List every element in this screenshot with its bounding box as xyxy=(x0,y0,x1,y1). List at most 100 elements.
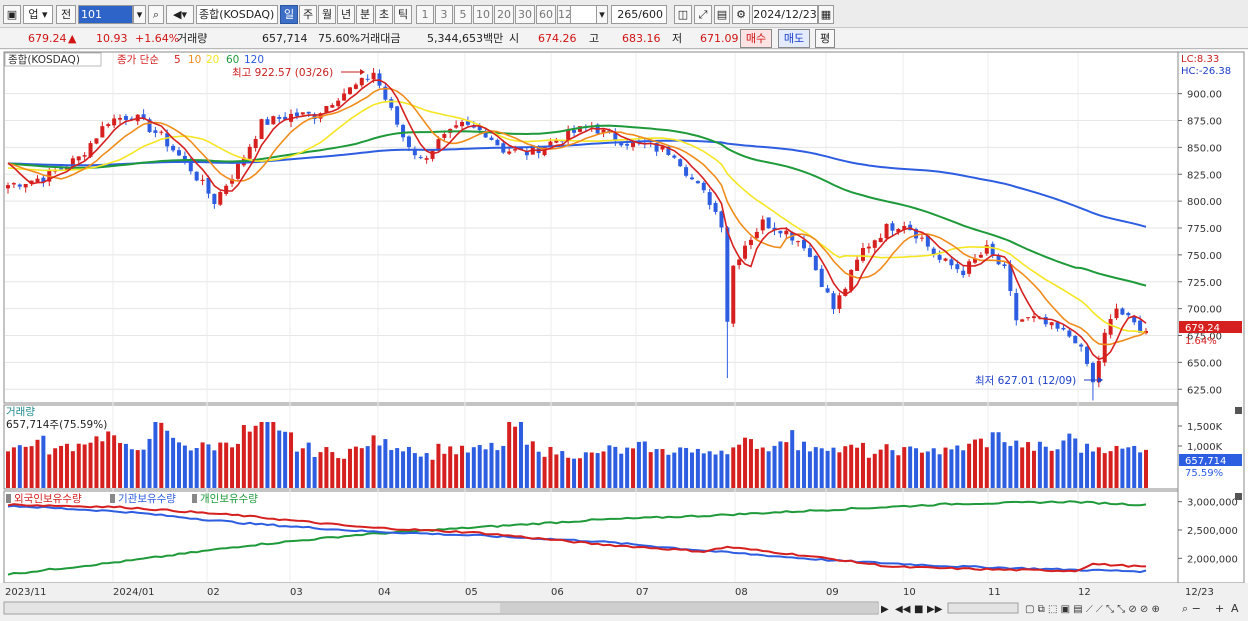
volume-bar xyxy=(182,445,187,488)
volume-bar xyxy=(843,446,848,488)
count-field[interactable]: 265/600 xyxy=(611,5,667,24)
period-tab[interactable]: 분 xyxy=(356,5,374,24)
candle-body xyxy=(342,93,347,101)
candle-body xyxy=(684,167,689,176)
code-dropdown-icon[interactable]: ▾ xyxy=(133,5,146,24)
scrollbar-thumb[interactable] xyxy=(500,603,878,613)
volume-bar xyxy=(112,435,117,488)
save-icon[interactable]: ▤ xyxy=(714,5,730,24)
volume-bar xyxy=(554,454,559,488)
scroll-first-icon[interactable]: ◀◀ xyxy=(895,604,911,615)
zoom-out-icon[interactable]: ⌕ − xyxy=(1182,602,1201,615)
interval-button[interactable]: 20 xyxy=(494,5,514,24)
volume-bar xyxy=(996,432,1001,488)
candle-body xyxy=(141,114,146,119)
candle-body xyxy=(1138,320,1143,333)
candle-body xyxy=(106,124,111,127)
volume-bar xyxy=(713,454,718,488)
scroll-last-icon[interactable]: ▶▶ xyxy=(927,604,943,615)
blank-select-arrow-icon[interactable]: ▾ xyxy=(596,5,608,24)
period-tab[interactable]: 초 xyxy=(375,5,393,24)
candle-body xyxy=(165,133,170,147)
volume-bar xyxy=(171,437,176,488)
buy-button[interactable]: 매수 xyxy=(740,29,772,48)
search-icon[interactable]: ⌕ xyxy=(148,5,164,24)
x-axis-label: 12/23 xyxy=(1185,587,1214,598)
last-price-tag xyxy=(1179,321,1242,333)
low-annotation: 최저 627.01 (12/09) xyxy=(975,375,1076,387)
candle-body xyxy=(631,141,636,147)
period-tab[interactable]: 월 xyxy=(318,5,336,24)
volume-close-icon[interactable] xyxy=(1235,407,1242,414)
candle-body xyxy=(819,268,824,288)
volume-bar xyxy=(1049,450,1054,488)
window-menu-icon[interactable]: ▣ xyxy=(3,5,21,24)
code-input[interactable]: 101 xyxy=(78,5,133,24)
holding-close-icon[interactable] xyxy=(1235,493,1242,500)
interval-button[interactable]: 5 xyxy=(454,5,472,24)
period-tab[interactable]: 주 xyxy=(299,5,317,24)
scroll-right-icon[interactable]: ▶ xyxy=(881,604,889,615)
volume-bar xyxy=(984,447,989,488)
volume-bar xyxy=(666,454,671,488)
volume-bar xyxy=(406,446,411,488)
candle-body xyxy=(82,155,87,157)
candle-body xyxy=(224,185,229,194)
zoom-in-icon[interactable]: + xyxy=(1215,602,1224,615)
candle-body xyxy=(495,139,500,146)
prev-button[interactable]: 전 xyxy=(56,5,76,24)
volume-tick-label: 1,500K xyxy=(1187,422,1223,433)
ma-line-10 xyxy=(7,87,1147,346)
volume-bar xyxy=(878,449,883,488)
volume-bar xyxy=(572,458,577,488)
volume-bar xyxy=(147,438,152,488)
volume-bar xyxy=(47,454,52,488)
candle-body xyxy=(88,143,93,157)
chart-type-icon[interactable]: ◫ xyxy=(674,5,692,24)
auto-scale-icon[interactable]: A xyxy=(1231,602,1239,615)
period-tab[interactable]: 틱 xyxy=(394,5,412,24)
candle-body xyxy=(542,146,547,156)
period-tab[interactable]: 년 xyxy=(337,5,355,24)
gear-icon[interactable]: ⚙ xyxy=(732,5,750,24)
volume-bar xyxy=(961,450,966,488)
volume-bar xyxy=(312,456,317,488)
candle-body xyxy=(613,133,618,141)
date-field[interactable]: 2024/12/23 xyxy=(752,5,818,24)
candle-body xyxy=(955,264,960,270)
chart-canvas[interactable]: 종합(KOSDAQ) 종가 단순 5 10 20 60 120 최고 922.57 (0… xyxy=(0,50,1248,621)
stop-icon[interactable]: ■ xyxy=(914,604,923,615)
calendar-icon[interactable]: ▦ xyxy=(818,5,834,24)
price-tick-label: 625.00 xyxy=(1187,385,1222,396)
holding-tick-label: 2,500,000 xyxy=(1187,526,1238,537)
price-title-box xyxy=(4,52,102,67)
volume-value: 657,714 xyxy=(262,32,308,45)
candle-body xyxy=(401,124,406,138)
volume-bar xyxy=(1132,445,1137,488)
candle-body xyxy=(937,255,942,260)
volume-info: 657,714주(75.59%) xyxy=(6,419,107,431)
sell-button[interactable]: 매도 xyxy=(778,29,810,48)
high-annotation: 최고 922.57 (03/26) xyxy=(232,67,333,79)
market-select[interactable]: 업 ▾ xyxy=(23,5,53,24)
draw-tool-icon[interactable]: ⤢ xyxy=(694,5,712,24)
interval-button[interactable]: 3 xyxy=(435,5,453,24)
volume-bar xyxy=(1079,452,1084,488)
interval-button[interactable]: 60 xyxy=(536,5,556,24)
candle-body xyxy=(418,157,423,159)
interval-button[interactable]: 30 xyxy=(515,5,535,24)
period-tab[interactable]: 일 xyxy=(280,5,298,24)
volume-bar xyxy=(159,422,164,488)
zoom-slider[interactable] xyxy=(947,602,1019,614)
interval-button[interactable]: 10 xyxy=(473,5,493,24)
interval-button[interactable]: 1 xyxy=(416,5,434,24)
sound-icon[interactable]: ◀▾ xyxy=(166,5,194,24)
even-button[interactable]: 평 xyxy=(815,29,835,48)
candle-body xyxy=(112,118,117,126)
candle-body xyxy=(719,211,724,228)
volume-bar xyxy=(1061,440,1066,488)
volume-bar xyxy=(772,445,777,488)
volume-bar xyxy=(306,442,311,488)
tool-icons[interactable]: ▢ ⧉ ⬚ ▣ ▤ ⟋ ⟋ ⤡ ⤡ ⊘ ⊘ ⊕ xyxy=(1025,604,1160,615)
quote-bar: 679.24 ▲ 10.93 +1.64% 거래량 657,714 75.60%… xyxy=(0,28,1248,49)
